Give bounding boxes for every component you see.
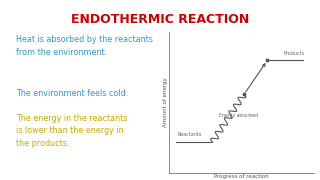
Text: ENDOTHERMIC REACTION: ENDOTHERMIC REACTION	[71, 13, 249, 26]
Y-axis label: Amount of energy: Amount of energy	[163, 78, 168, 127]
Text: The environment feels cold.: The environment feels cold.	[16, 89, 128, 98]
Text: Energy absorbed: Energy absorbed	[219, 113, 258, 118]
Text: Products: Products	[284, 51, 305, 56]
Text: The energy in the reactants
is lower than the energy in
the products.: The energy in the reactants is lower tha…	[16, 114, 127, 148]
X-axis label: Progress of reaction: Progress of reaction	[214, 174, 268, 179]
Text: Reactants: Reactants	[178, 132, 202, 137]
Text: Heat is absorbed by the reactants
from the environment.: Heat is absorbed by the reactants from t…	[16, 35, 153, 57]
